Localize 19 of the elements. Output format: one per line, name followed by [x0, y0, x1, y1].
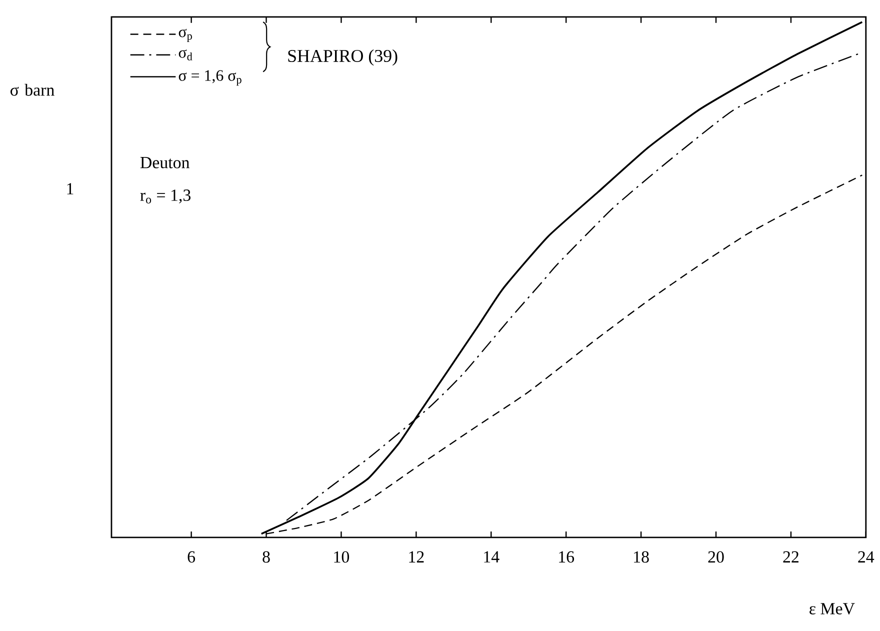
- legend-label: σ$_{d}$: [178, 50, 192, 60]
- x-tick-label: 16: [559, 551, 574, 563]
- annotation: r$_{o}$ = 1,3: [140, 190, 190, 204]
- annotation: SHAPIRO (39): [288, 49, 398, 66]
- y-axis-title: σ barn: [10, 84, 54, 96]
- text: 1: [67, 183, 74, 194]
- x-tick-label: 12: [409, 551, 424, 562]
- x-tick-label: 14: [484, 551, 500, 562]
- legend-label: σ$_{p}$: [178, 28, 192, 42]
- x-tick-label: 8: [262, 551, 270, 563]
- x-tick-label: 10: [334, 551, 350, 563]
- x-tick-label: 18: [634, 551, 649, 563]
- x-tick-label: 22: [783, 551, 798, 562]
- x-axis-title: ε MeV: [810, 603, 855, 614]
- legend-label: σ = 1,6 σ$_{p}$: [178, 70, 242, 86]
- x-tick-label: 6: [188, 551, 196, 563]
- annotation: Deuton: [140, 157, 190, 168]
- x-tick-label: 24: [858, 551, 874, 562]
- x-tick-label: 20: [708, 551, 724, 563]
